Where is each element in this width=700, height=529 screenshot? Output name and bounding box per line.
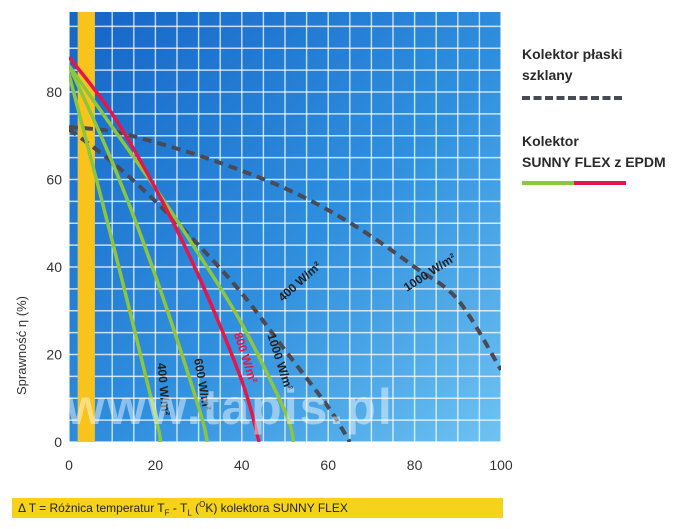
x-tick-label: 80	[407, 457, 423, 473]
series-sunny-4	[69, 65, 209, 442]
legend-flat-collector: Kolektor płaski szklany	[522, 44, 622, 86]
footer-unit: K) kolektora SUNNY FLEX	[205, 501, 348, 515]
x-tick-label: 100	[489, 457, 513, 473]
legend-sunny-line2: SUNNY FLEX z EPDM	[522, 154, 666, 170]
y-tick-label: 80	[46, 84, 62, 100]
y-tick-label: 60	[46, 172, 62, 188]
series-sunny-5	[69, 74, 163, 442]
legend-sunny-swatch-green	[522, 181, 574, 185]
x-axis-ticks: 0 20 40 60 80 100	[65, 457, 513, 473]
curve-label-5: 400 W/m²	[154, 362, 173, 416]
legend-sunny-flex: Kolektor SUNNY FLEX z EPDM	[522, 131, 666, 173]
x-tick-label: 20	[148, 457, 164, 473]
x-tick-label: 60	[320, 457, 336, 473]
footer-sub-f: F	[164, 508, 170, 518]
legend-flat-line2: szklany	[522, 67, 573, 83]
series-sunny-2	[69, 64, 296, 442]
footer-prefix: Δ T = Różnica temperatur T	[18, 501, 165, 515]
legend-flat-swatch	[522, 96, 622, 100]
y-axis-ticks: 0 20 40 60 80	[46, 84, 62, 450]
footer-paren: (	[191, 501, 200, 515]
footer-sup-o: O	[199, 500, 206, 509]
x-tick-label: 0	[65, 457, 73, 473]
series-sunny-3	[69, 55, 261, 442]
y-tick-label: 0	[54, 434, 62, 450]
footer-mid: - T	[169, 501, 188, 515]
x-tick-label: 40	[234, 457, 250, 473]
legend-sunny-swatch-red	[574, 181, 626, 185]
footer-caption-bar: Δ T = Różnica temperatur TF - TL (OK) ko…	[12, 498, 503, 518]
footer-sub-l: L	[187, 508, 192, 518]
legend-sunny-line1: Kolektor	[522, 133, 579, 149]
legend-flat-line1: Kolektor płaski	[522, 46, 623, 62]
series-group	[69, 55, 501, 442]
y-axis-label: Sprawność η (%)	[14, 296, 29, 395]
series-flat-0	[69, 125, 501, 371]
series-flat-1	[69, 127, 352, 442]
grid	[68, 12, 502, 443]
y-tick-label: 20	[46, 347, 62, 363]
footer-caption: Δ T = Różnica temperatur TF - TL (OK) ko…	[18, 500, 348, 517]
y-tick-label: 40	[46, 259, 62, 275]
